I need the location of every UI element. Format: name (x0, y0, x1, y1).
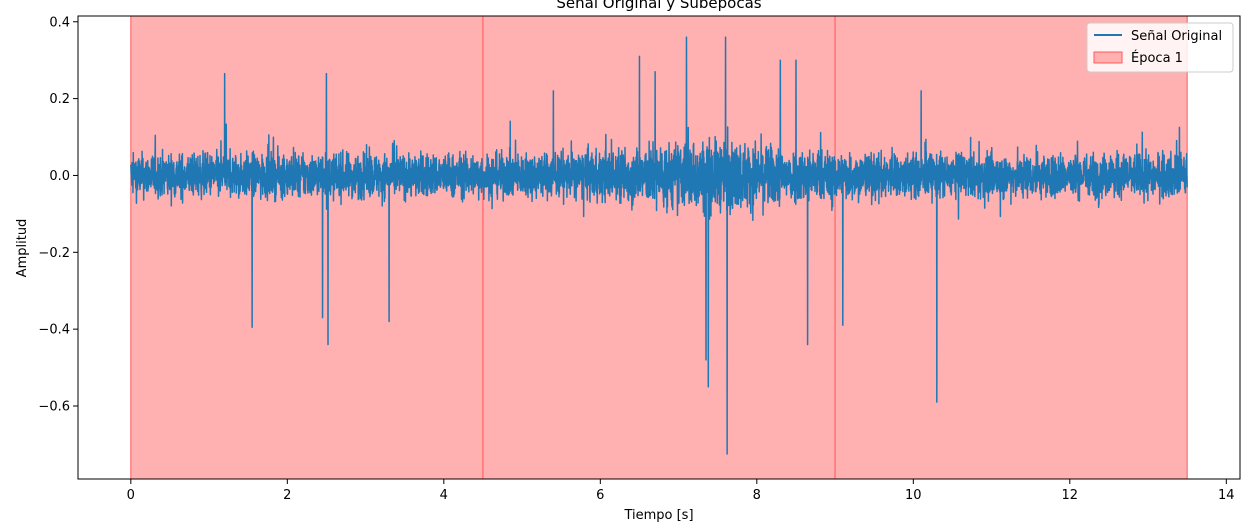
x-tick-label: 14 (1218, 488, 1235, 503)
y-tick-label: 0.4 (49, 15, 70, 30)
legend-epoch-swatch (1093, 51, 1123, 64)
chart-title: Señal Original y Subépocas (556, 0, 761, 12)
y-axis-label: Amplitud (15, 219, 30, 278)
y-tick-label: 0.2 (49, 92, 70, 107)
legend-box (1086, 22, 1234, 73)
epochs-layer (130, 16, 1188, 479)
x-tick-label: 12 (1062, 488, 1079, 503)
x-tick-label: 4 (440, 488, 448, 503)
plot-frame (77, 15, 1241, 480)
x-axis-label: Tiempo [s] (623, 508, 693, 523)
legend-signal-label: Señal Original (1131, 29, 1222, 44)
x-tick-label: 8 (753, 488, 761, 503)
y-tick-label: 0.0 (49, 169, 70, 184)
signal-layer (130, 36, 1188, 455)
y-tick-label: −0.4 (38, 323, 70, 338)
x-tick-label: 10 (905, 488, 922, 503)
series-line-signal (130, 36, 1188, 455)
epoch-span-1 (130, 16, 483, 479)
epoch-span-2 (482, 16, 836, 479)
x-tick-label: 0 (127, 488, 135, 503)
y-tick-label: −0.6 (38, 399, 70, 414)
legend: Señal Original Época 1 (1086, 22, 1234, 73)
legend-epoch-label: Época 1 (1131, 50, 1183, 66)
x-axis: 0 2 4 6 8 10 12 14 (127, 479, 1235, 503)
y-tick-label: −0.2 (38, 246, 70, 261)
epoch-span-3 (835, 16, 1188, 479)
y-axis: −0.6 −0.4 −0.2 0.0 0.2 0.4 (38, 15, 78, 414)
x-tick-label: 2 (283, 488, 291, 503)
x-tick-label: 6 (596, 488, 604, 503)
